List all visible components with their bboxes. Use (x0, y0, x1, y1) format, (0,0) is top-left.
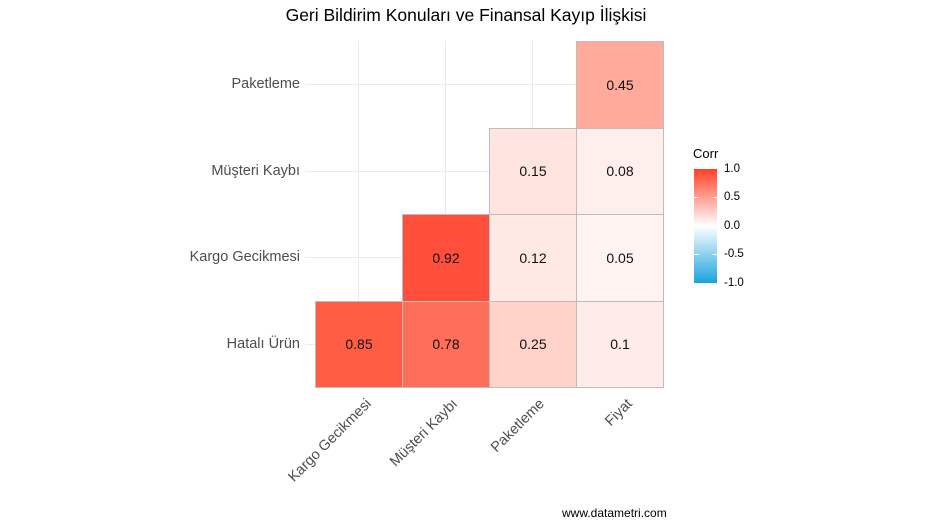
legend-tick (712, 197, 717, 198)
heatmap-cell: 0.85 (315, 300, 403, 388)
y-axis-tick (305, 343, 315, 345)
legend-tick (712, 226, 717, 227)
legend-label: 1.0 (724, 163, 740, 175)
x-axis-label: Müşteri Kaybı (386, 396, 461, 471)
y-axis-label: Müşteri Kaybı (211, 162, 300, 179)
heatmap-cell: 0.78 (402, 300, 490, 388)
y-axis-label: Hatalı Ürün (226, 335, 300, 352)
legend-label: 0.0 (724, 220, 740, 232)
heatmap-panel: 0.85 0.78 0.25 0.1 0.92 0.12 0.05 0.15 0.08 0.45 (315, 41, 664, 388)
y-axis-tick (305, 170, 315, 172)
y-axis-tick (305, 84, 315, 86)
heatmap-cell: 0.08 (576, 127, 664, 215)
legend-label: -0.5 (724, 248, 744, 260)
x-axis-label: Fiyat (601, 396, 636, 430)
legend-label: 0.5 (724, 191, 740, 203)
heatmap-cell: 0.25 (489, 300, 577, 388)
legend-tick (712, 254, 717, 255)
y-axis-label: Kargo Gecikmesi (189, 249, 300, 266)
heatmap-cell: 0.05 (576, 214, 664, 302)
heatmap-cell: 0.12 (489, 214, 577, 302)
legend-label: -1.0 (724, 277, 744, 289)
legend-tick (694, 197, 699, 198)
gridline (358, 41, 359, 387)
x-axis-label: Kargo Gecikmesi (284, 396, 375, 486)
legend-title: Corr (693, 146, 719, 161)
y-axis-label: Paketleme (231, 76, 300, 93)
gridline (315, 84, 663, 85)
heatmap-cell: 0.92 (402, 214, 490, 302)
chart-title: Geri Bildirim Konuları ve Finansal Kayıp… (285, 5, 647, 25)
legend-tick (694, 254, 699, 255)
heatmap-cell: 0.15 (489, 127, 577, 215)
y-axis-tick (305, 257, 315, 259)
x-axis-label: Paketleme (487, 396, 548, 456)
caption: www.datametri.com (562, 506, 667, 520)
legend-colorbar (694, 169, 717, 283)
heatmap-cell: 0.1 (576, 300, 664, 388)
heatmap-cell: 0.45 (576, 41, 664, 129)
legend-tick (694, 226, 699, 227)
